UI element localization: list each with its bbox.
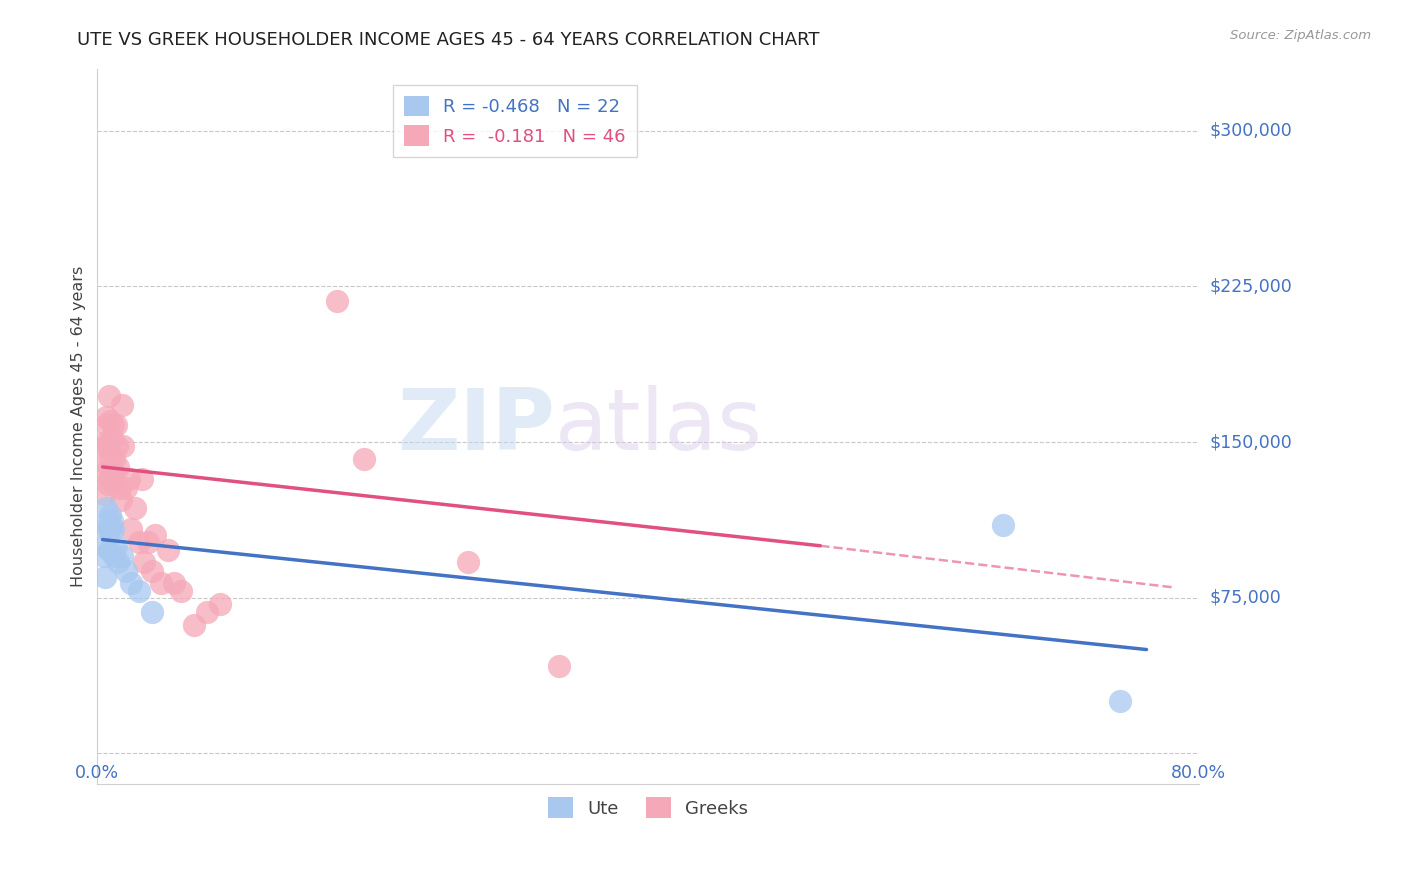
- Point: [107, 459, 129, 474]
- Point: [101, 522, 124, 536]
- Point: [124, 501, 146, 516]
- Point: [94, 439, 117, 453]
- Point: [150, 576, 173, 591]
- Point: [131, 472, 153, 486]
- Point: [98, 389, 121, 403]
- Point: [98, 522, 121, 536]
- Point: [97, 476, 120, 491]
- Point: [111, 398, 134, 412]
- Point: [101, 466, 124, 480]
- Point: [141, 564, 163, 578]
- Point: [100, 451, 122, 466]
- Point: [97, 439, 120, 453]
- Point: [94, 456, 117, 470]
- Point: [103, 451, 125, 466]
- Point: [170, 584, 193, 599]
- Point: [353, 451, 375, 466]
- Point: [100, 522, 122, 536]
- Point: [104, 539, 127, 553]
- Point: [100, 472, 122, 486]
- Point: [100, 414, 122, 428]
- Point: [110, 493, 132, 508]
- Point: [101, 418, 124, 433]
- Text: $300,000: $300,000: [1209, 122, 1292, 140]
- Point: [100, 508, 122, 522]
- Point: [183, 617, 205, 632]
- Text: ZIP: ZIP: [396, 385, 554, 468]
- Text: Source: ZipAtlas.com: Source: ZipAtlas.com: [1230, 29, 1371, 42]
- Point: [457, 555, 479, 569]
- Point: [112, 439, 135, 453]
- Point: [128, 534, 150, 549]
- Text: atlas: atlas: [554, 385, 762, 468]
- Point: [96, 435, 118, 450]
- Text: 0.0%: 0.0%: [76, 764, 120, 782]
- Text: $225,000: $225,000: [1209, 277, 1292, 295]
- Point: [94, 539, 117, 553]
- Point: [115, 481, 138, 495]
- Y-axis label: Householder Income Ages 45 - 64 years: Householder Income Ages 45 - 64 years: [72, 266, 86, 587]
- Point: [96, 418, 118, 433]
- Point: [195, 605, 218, 619]
- Point: [104, 418, 127, 433]
- Point: [97, 514, 120, 528]
- Point: [115, 564, 138, 578]
- Point: [107, 555, 129, 569]
- Point: [141, 605, 163, 619]
- Point: [134, 555, 156, 569]
- Point: [98, 543, 121, 558]
- Point: [98, 472, 121, 486]
- Point: [163, 576, 186, 591]
- Point: [128, 584, 150, 599]
- Point: [94, 570, 117, 584]
- Text: 80.0%: 80.0%: [1171, 764, 1226, 782]
- Point: [93, 466, 115, 480]
- Point: [326, 293, 349, 308]
- Point: [105, 439, 128, 453]
- Point: [156, 543, 179, 558]
- Point: [96, 522, 118, 536]
- Point: [1109, 694, 1132, 708]
- Point: [208, 597, 231, 611]
- Text: UTE VS GREEK HOUSEHOLDER INCOME AGES 45 - 64 YEARS CORRELATION CHART: UTE VS GREEK HOUSEHOLDER INCOME AGES 45 …: [77, 31, 820, 49]
- Point: [103, 549, 125, 564]
- Point: [96, 410, 118, 425]
- Legend: Ute, Greeks: Ute, Greeks: [540, 790, 755, 825]
- Point: [100, 431, 122, 445]
- Point: [108, 481, 131, 495]
- Point: [136, 534, 159, 549]
- Point: [548, 659, 571, 673]
- Text: $150,000: $150,000: [1209, 433, 1292, 451]
- Point: [991, 518, 1014, 533]
- Point: [120, 576, 142, 591]
- Point: [143, 528, 166, 542]
- Point: [120, 522, 142, 536]
- Point: [93, 549, 115, 564]
- Point: [118, 472, 141, 486]
- Point: [100, 514, 122, 528]
- Point: [111, 549, 134, 564]
- Text: $75,000: $75,000: [1209, 589, 1282, 607]
- Point: [96, 501, 118, 516]
- Point: [93, 487, 115, 501]
